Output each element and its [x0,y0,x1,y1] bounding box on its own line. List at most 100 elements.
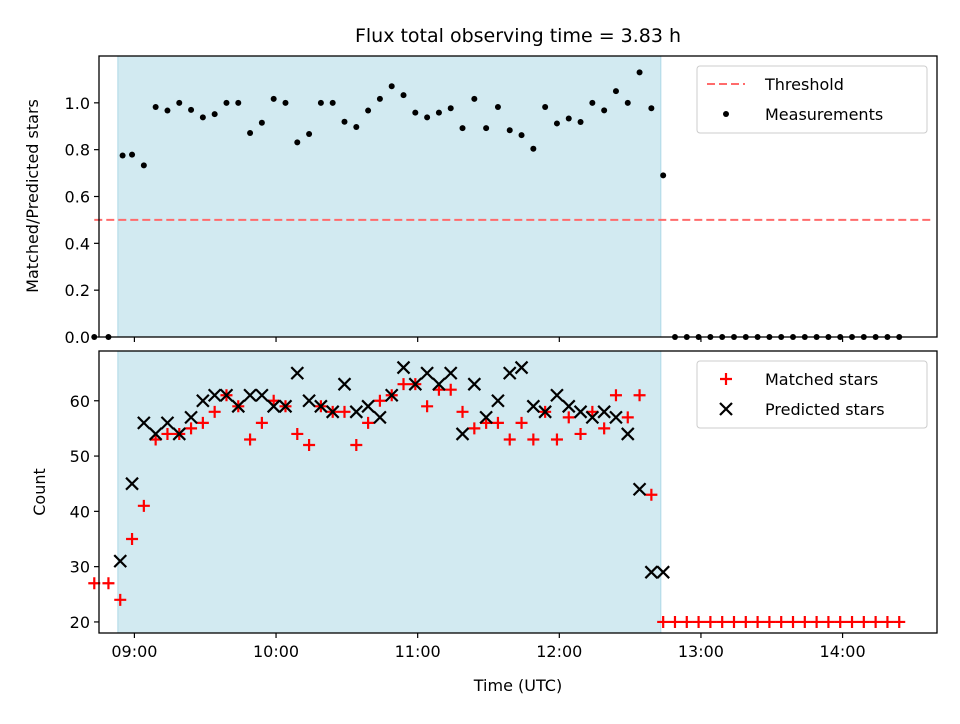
predicted-star-point [561,399,576,414]
matched-star-point [893,615,906,628]
legend-matched-swatch [720,373,732,385]
predicted-star-point [479,410,493,425]
measurement-point [624,99,631,106]
y-tick-label: 0.2 [65,281,90,300]
measurement-point [636,69,643,76]
top-panel: 0.0 0.2 0.4 0.6 0.8 1.0 Threshold Measurements [65,55,938,347]
measurement-point [140,162,147,169]
y-tick-label: 20 [70,613,90,632]
bottom-panel: 20 30 40 50 60 09:00 10:00 11:00 12:00 13:00 14:00… [70,350,938,661]
predicted-star-point [538,405,552,419]
measurement-point [565,115,572,122]
y-tick-label: 60 [70,392,90,411]
x-axis-label: Time (UTC) [473,676,562,695]
matched-star-point [350,439,363,451]
matched-star-point [562,411,575,424]
x-tick-label: 12:00 [536,642,582,661]
predicted-star-point [526,399,541,414]
predicted-star-point [585,410,600,425]
predicted-star-point [491,393,505,408]
matched-star-point [185,422,198,435]
matched-star-point [680,615,693,628]
series-predicted-stars [113,360,670,579]
predicted-star-point [361,399,375,414]
matched-star-point [456,405,469,418]
predicted-star-point [219,388,234,403]
matched-star-point [727,615,740,628]
matched-star-point [609,389,622,402]
measurement-point [435,109,442,116]
matched-star-point [362,416,375,429]
measurement-point [553,120,560,127]
predicted-star-point [408,377,423,391]
measurement-point [306,130,313,137]
predicted-star-point [514,360,529,375]
matched-star-point [668,615,681,628]
legend-box [696,65,928,134]
x-tick-label: 11:00 [395,642,441,661]
x-tick-label: 14:00 [820,642,866,661]
predicted-star-point [337,377,352,391]
predicted-star-point [467,377,482,391]
matched-star-point [775,615,788,628]
predicted-star-point [384,388,399,403]
matched-star-point [244,433,257,446]
measurement-point [199,114,206,121]
predicted-star-point [432,377,446,391]
predicted-star-point [632,482,647,497]
predicted-star-point [160,416,175,430]
predicted-star-point [455,427,470,441]
matched-star-point [633,389,646,402]
matched-star-point [515,416,528,429]
matched-star-point [822,615,835,628]
predicted-star-point [550,388,564,403]
matched-star-point [692,615,705,628]
y-tick-label: 1.0 [65,94,90,113]
matched-star-point [303,439,316,451]
predicted-star-point [373,410,387,425]
measurement-point [471,95,478,102]
bottom-y-axis-label: Count [30,468,49,516]
measurement-point [577,119,584,126]
predicted-star-point [443,366,458,380]
matched-star-point [621,411,634,424]
legend-label: Threshold [764,75,844,94]
measurement-point [530,145,537,152]
measurement-point [294,139,301,146]
predicted-star-point [278,399,293,414]
matched-star-point [751,615,764,628]
matched-star-point [574,427,587,440]
predicted-star-point [148,427,163,441]
matched-star-point [846,615,859,628]
matched-star-point [137,499,150,512]
matched-star-point [491,416,504,429]
matched-star-point [704,615,717,628]
matched-star-point [857,615,870,628]
predicted-star-point [502,366,517,380]
measurement-point [542,104,549,111]
matched-star-point [716,615,729,628]
measurement-point [518,132,525,139]
matched-star-point [373,394,386,407]
predicted-star-point [196,393,210,408]
predicted-star-point [656,565,670,579]
matched-star-point [421,400,434,413]
measurement-point [223,99,230,106]
predicted-star-point [597,405,611,419]
predicted-star-point [184,410,198,425]
legend-predicted-swatch [719,402,733,416]
predicted-star-point [290,366,305,380]
measurement-point [211,111,218,118]
matched-star-point [397,378,410,391]
predicted-star-point [420,366,434,380]
matched-star-point [196,416,209,429]
measurement-point [494,104,501,111]
predicted-star-point [573,405,588,419]
matched-star-point [291,427,304,440]
matched-star-point [126,533,139,545]
measurement-point [353,123,360,130]
matched-star-point [208,405,221,418]
predicted-star-point [349,405,364,419]
predicted-star-point [207,388,222,403]
